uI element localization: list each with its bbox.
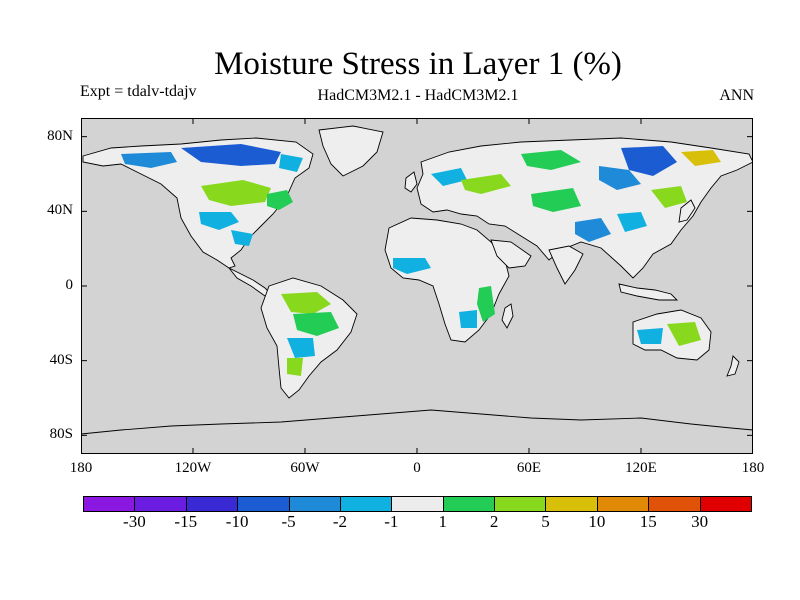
colorbar-segment: [134, 496, 187, 512]
antarctica-coast: [81, 409, 753, 435]
colorbar-label: -10: [225, 512, 249, 531]
patch-australia-green: [667, 322, 701, 346]
colorbar-label: 30: [691, 512, 709, 531]
patch-usa-green: [201, 180, 271, 206]
patch-tibet-blue: [575, 218, 611, 242]
lon-label: 120E: [625, 460, 657, 476]
lon-label: 180: [741, 460, 765, 476]
lon-label: 0: [413, 460, 421, 476]
arabia: [490, 239, 532, 269]
colorbar-segment: [596, 496, 650, 512]
patch-sa-blue: [287, 338, 315, 358]
colorbar-label: 5: [541, 512, 550, 531]
colorbar: [83, 496, 752, 512]
colorbar-label: -1: [384, 512, 399, 531]
colorbar-segment: [699, 496, 752, 512]
colorbar-segment: [391, 496, 444, 512]
models-label: HadCM3M2.1 - HadCM3M2.1: [317, 87, 519, 104]
patch-africa-blue: [393, 258, 431, 274]
patch-canada-mid: [121, 152, 177, 168]
new-zealand: [726, 355, 740, 377]
patch-argentina: [287, 358, 303, 376]
lat-label: 40S: [49, 351, 73, 368]
india: [548, 245, 584, 285]
patch-east-yellow: [681, 150, 721, 166]
colorbar-label: -2: [332, 512, 347, 531]
colorbar-label: 1: [438, 512, 447, 531]
japan: [678, 199, 696, 223]
colorbar-segment: [648, 496, 701, 512]
colorbar-label: -15: [174, 512, 198, 531]
patch-australia-blue: [637, 328, 663, 344]
colorbar-segment: [442, 496, 496, 512]
patch-brazil-green: [293, 312, 339, 336]
colorbar-label: 10: [588, 512, 606, 531]
colorbar-segment: [494, 496, 547, 512]
colorbar-label: -5: [281, 512, 296, 531]
experiment-label: Expt = tdalv-tdajv: [80, 83, 197, 100]
lon-label: 60E: [516, 460, 542, 476]
colorbar-segment: [83, 496, 136, 512]
madagascar: [501, 303, 514, 329]
lat-label: 0: [65, 277, 74, 293]
lon-label: 120W: [174, 460, 212, 476]
patch-usa-blue: [199, 212, 239, 230]
indonesia: [618, 283, 679, 301]
patch-russia-green: [521, 150, 581, 170]
colorbar-segment: [339, 496, 393, 512]
colorbar-label: -30: [123, 512, 146, 531]
lon-label: 180: [69, 460, 93, 476]
patch-europe-blue: [431, 168, 467, 186]
lon-label: 60W: [290, 460, 320, 476]
colorbar-segment: [288, 496, 341, 512]
patch-mongolia-green: [651, 186, 687, 208]
patch-africa-south: [459, 310, 477, 328]
map-border: [81, 118, 753, 454]
colorbar-segment: [185, 496, 239, 512]
patch-central-asia: [531, 188, 581, 212]
patch-mexico: [231, 230, 253, 246]
north-america: [82, 137, 314, 269]
patch-canada-dark: [181, 144, 281, 166]
map-canvas: [81, 118, 753, 454]
patch-amazon-green: [281, 292, 331, 314]
patch-siberia-dark: [621, 146, 677, 176]
colorbar-label: 2: [489, 512, 499, 531]
greenland: [318, 125, 384, 177]
patch-europe-green: [461, 174, 511, 194]
africa: [384, 217, 510, 343]
anomaly-patches: [121, 144, 721, 376]
season-label: ANN: [719, 87, 754, 104]
lat-label: 80S: [49, 426, 73, 443]
uk: [404, 171, 418, 193]
patch-china-blue: [617, 212, 647, 232]
plot-title: Moisture Stress in Layer 1 (%): [214, 46, 622, 82]
eurasia: [416, 137, 753, 279]
patch-africa-east: [477, 286, 495, 322]
lat-label: 80N: [47, 127, 73, 144]
colorbar-segment: [545, 496, 598, 512]
patch-usa-east: [267, 190, 293, 210]
patch-canada-light: [279, 154, 303, 172]
lat-label: 40N: [47, 202, 73, 219]
colorbar-segment: [237, 496, 290, 512]
patch-siberia-blue: [599, 166, 641, 190]
world-map: [81, 118, 753, 454]
colorbar-label: 15: [639, 512, 657, 531]
